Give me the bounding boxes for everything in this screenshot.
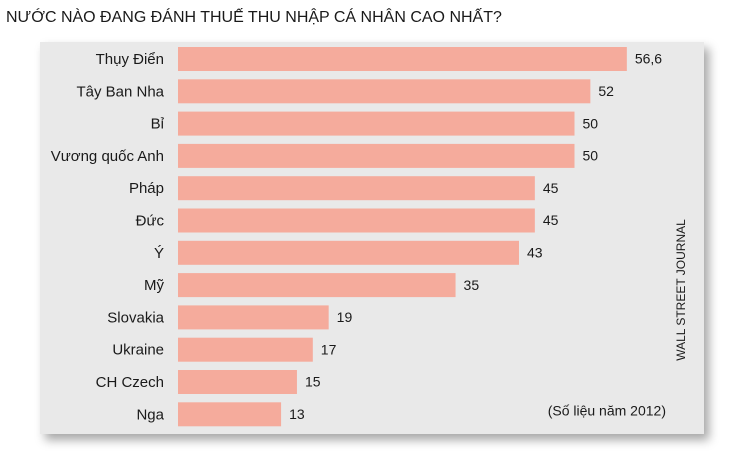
category-label: Ý [154,245,164,262]
bar [178,273,456,298]
bar [178,176,535,201]
data-label: 50 [583,115,599,131]
data-label: 52 [598,83,614,99]
bar [178,208,535,233]
bar [178,240,519,265]
data-label: 50 [583,148,599,164]
bar [178,305,329,330]
category-label: Nga [136,406,164,423]
data-label: 43 [527,245,543,261]
bar [178,337,313,362]
category-label: Thụy Điển [96,51,164,68]
category-label: Mỹ [144,277,164,294]
data-label: 45 [543,212,559,228]
chart-title: NƯỚC NÀO ĐANG ĐÁNH THUẾ THU NHẬP CÁ NHÂN… [6,7,502,26]
data-label: 19 [337,309,353,325]
note: (Số liệu năm 2012) [548,403,666,419]
category-label: Slovakia [107,309,164,326]
bar [178,79,591,104]
bar [178,370,297,394]
data-label: 56,6 [635,51,662,67]
category-label: Đức [136,212,165,229]
bar [178,402,282,427]
category-label: Bỉ [151,116,165,133]
category-label: CH Czech [96,374,164,391]
panel [40,42,704,434]
bar [178,47,627,71]
category-label: Pháp [129,180,164,197]
bar [178,143,575,168]
data-label: 35 [464,277,480,293]
category-label: Ukraine [112,342,164,359]
category-label: Tây Ban Nha [76,83,164,100]
bar [178,111,575,136]
data-label: 45 [543,180,559,196]
data-label: 15 [305,374,321,390]
source: WALL STREET JOURNAL [674,219,688,361]
category-label: Vương quốc Anh [51,148,164,165]
data-label: 13 [289,406,305,422]
data-label: 17 [321,341,337,357]
